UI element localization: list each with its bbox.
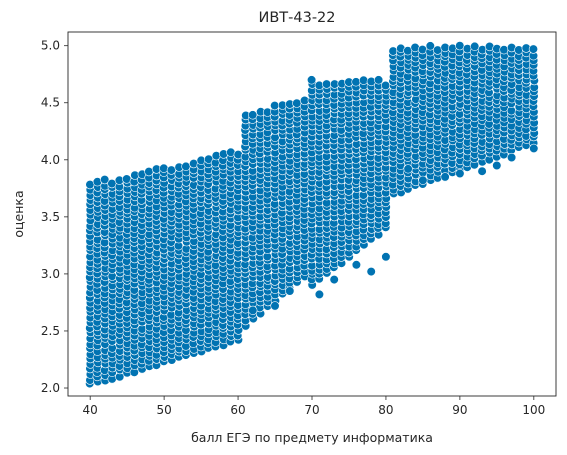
data-point — [351, 77, 361, 87]
y-tick-label: 3.0 — [41, 267, 60, 281]
data-point — [381, 80, 391, 91]
data-point — [492, 160, 502, 171]
data-point — [507, 152, 517, 163]
data-point — [270, 100, 280, 111]
x-tick-label: 90 — [452, 403, 467, 417]
data-point — [285, 286, 295, 296]
data-point — [440, 172, 450, 182]
data-point — [351, 260, 362, 270]
data-point — [366, 267, 376, 277]
data-point — [418, 175, 428, 185]
x-axis: 40 50 60 70 80 90 100 — [83, 396, 545, 417]
data-point — [181, 161, 191, 171]
y-tick-label: 2.0 — [41, 381, 60, 395]
data-point — [403, 164, 413, 174]
data-point — [477, 166, 487, 176]
x-tick-label: 100 — [522, 403, 545, 417]
data-point — [470, 41, 480, 52]
data-point — [322, 79, 332, 89]
data-point — [381, 252, 391, 262]
data-point — [144, 167, 154, 177]
data-point — [292, 98, 302, 108]
y-tick-label: 2.5 — [41, 324, 60, 338]
data-point — [425, 41, 435, 51]
data-point — [417, 44, 428, 55]
y-axis-label: оценка — [11, 190, 26, 237]
data-point — [166, 165, 176, 175]
data-point — [307, 75, 317, 85]
y-axis: 2.0 2.5 3.0 3.5 4.0 4.5 5.0 — [41, 39, 68, 395]
chart-title: ИВТ-43-22 — [258, 10, 335, 26]
data-point — [248, 305, 258, 316]
y-tick-label: 4.5 — [41, 96, 60, 110]
y-tick-label: 5.0 — [41, 39, 60, 53]
y-tick-label: 3.5 — [41, 210, 60, 224]
data-point — [159, 163, 169, 173]
x-tick-label: 80 — [378, 403, 393, 417]
data-point — [455, 168, 465, 179]
data-point — [329, 275, 339, 285]
x-tick-label: 70 — [304, 403, 319, 417]
data-point — [248, 110, 258, 120]
data-point — [528, 44, 539, 54]
x-tick-label: 50 — [156, 403, 171, 417]
data-point — [270, 301, 280, 311]
data-points — [85, 41, 539, 389]
data-point — [359, 75, 369, 85]
x-tick-label: 40 — [83, 403, 98, 417]
data-point — [314, 289, 325, 300]
data-point — [529, 143, 539, 153]
data-point — [100, 175, 110, 185]
y-tick-label: 4.0 — [41, 153, 60, 167]
data-point — [374, 75, 384, 85]
x-axis-label: балл ЕГЭ по предмету информатика — [191, 430, 433, 445]
x-tick-label: 60 — [230, 403, 245, 417]
